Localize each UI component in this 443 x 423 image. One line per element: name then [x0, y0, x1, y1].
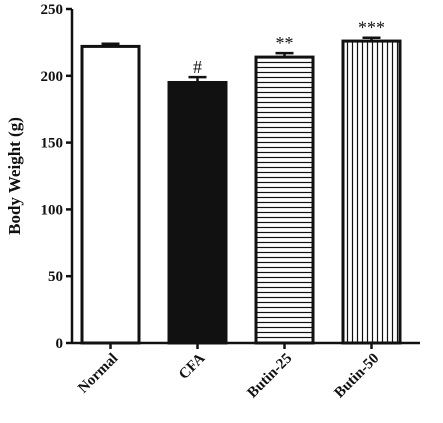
category-label: CFA: [176, 350, 208, 382]
y-tick-label: 200: [41, 69, 64, 85]
category-label: Normal: [75, 351, 121, 397]
category-label: Butin-50: [332, 351, 383, 402]
y-tick-label: 100: [41, 202, 64, 218]
bars: [80, 36, 402, 345]
y-tick-label: 150: [41, 136, 64, 152]
y-tick-label: 0: [56, 336, 64, 352]
y-tick-label: 50: [48, 269, 63, 285]
y-axis-label: Body Weight (g): [5, 117, 24, 235]
category-label: Butin-25: [245, 351, 296, 402]
bar: [254, 55, 315, 345]
significance-marker: #: [193, 57, 202, 77]
significance-marker: ***: [358, 18, 385, 38]
bar: [80, 44, 141, 345]
significance-marker: **: [276, 33, 294, 53]
y-tick-label: 250: [41, 2, 64, 18]
bar: [341, 39, 402, 345]
bar: [167, 80, 228, 345]
